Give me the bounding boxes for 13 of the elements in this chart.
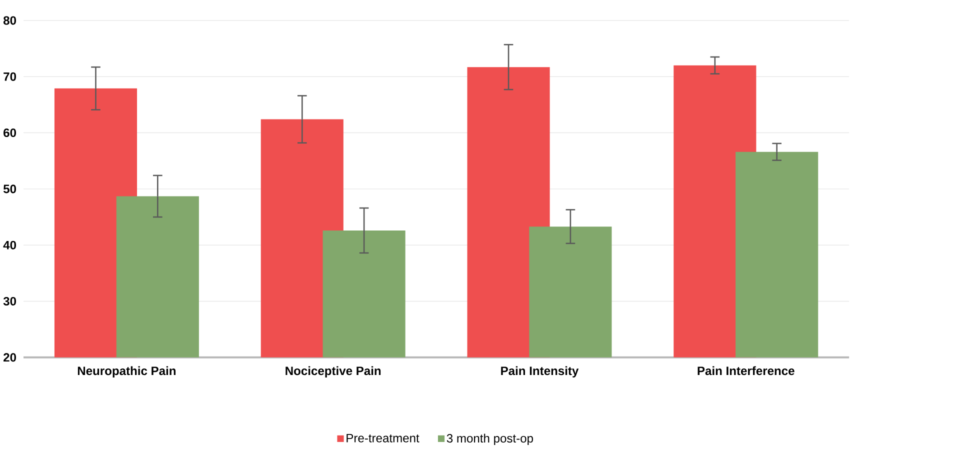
y-tick-label: 50 [3,184,16,194]
y-tick-label: 20 [4,353,16,362]
y-tick-label: 60 [4,128,16,138]
legend-label: Pre-treatment [346,434,420,443]
legend-label: 3 month post-op [446,434,533,446]
y-tick-label: 80 [3,16,16,25]
y-tick-label: 40 [3,241,16,250]
x-tick-label: Neuropathic Pain [78,366,176,378]
y-tick-label: 70 [4,72,16,82]
x-tick-label: Pain Intensity [501,366,579,378]
x-tick-label: Nociceptive Pain [286,366,381,378]
x-tick-label: Pain Interference [698,366,794,376]
y-tick-label: 30 [3,297,16,306]
